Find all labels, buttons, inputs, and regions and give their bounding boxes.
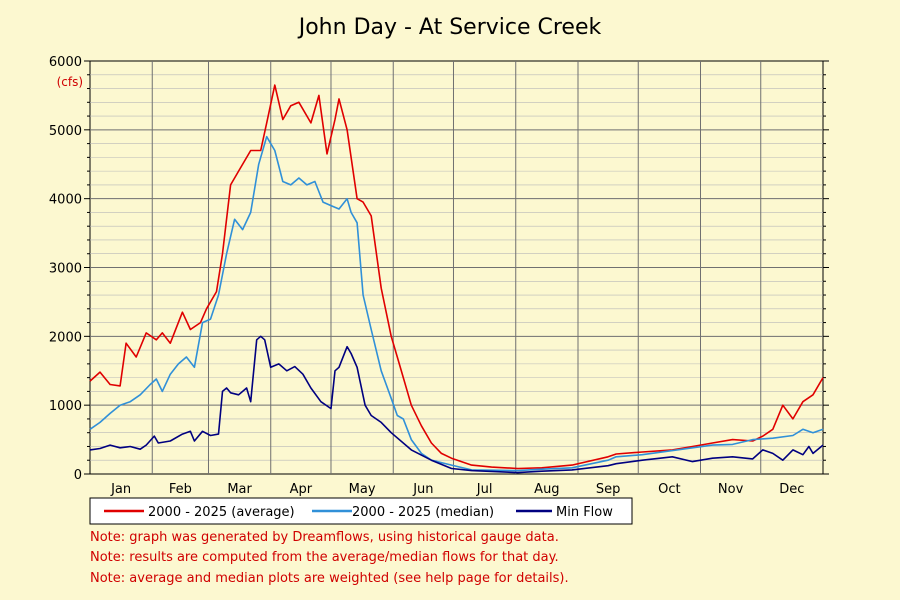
y-tick-label: 6000 [49,55,82,70]
x-tick-label: Aug [534,482,559,497]
notes: Note: graph was generated by Dreamflows,… [90,530,569,586]
y-tick-label: 3000 [49,262,82,277]
x-tick-label: Jun [412,482,433,497]
x-tick-label: Mar [227,482,252,497]
legend: 2000 - 2025 (average) 2000 - 2025 (median… [89,497,633,525]
legend-label: Min Flow [556,505,613,520]
axes: 0 1000 2000 3000 4000 5000 6000 Jan Feb Mar Apr May… [49,55,829,497]
x-tick-label: Oct [658,482,680,497]
x-tick-label: Feb [169,482,192,497]
x-tick-label: May [349,482,376,497]
note-2: Note: results are computed from the aver… [90,550,559,565]
y-tick-label: 2000 [49,330,82,345]
y-tick-label: 1000 [49,399,82,414]
legend-label: 2000 - 2025 (average) [148,505,295,520]
series-line-3 [89,335,824,474]
x-tick-label: Apr [290,482,313,497]
series-line-1 [89,84,824,470]
y-tick-label: 0 [74,468,82,483]
chart-title: John Day - At Service Creek [297,15,602,40]
y-axis-unit: (cfs) [57,75,83,89]
y-tick-label: 4000 [49,193,82,208]
series-line-2 [89,135,824,472]
x-tick-label: Jul [476,482,493,497]
x-tick-label: Nov [718,482,744,497]
series-lines [89,84,824,474]
x-tick-label: Sep [596,482,621,497]
x-tick-label: Jan [110,482,131,497]
legend-label: 2000 - 2025 (median) [352,505,494,520]
y-tick-label: 5000 [49,124,82,139]
x-tick-label: Dec [779,482,804,497]
note-3: Note: average and median plots are weigh… [90,571,569,586]
grid [90,61,823,474]
note-1: Note: graph was generated by Dreamflows,… [90,530,559,545]
